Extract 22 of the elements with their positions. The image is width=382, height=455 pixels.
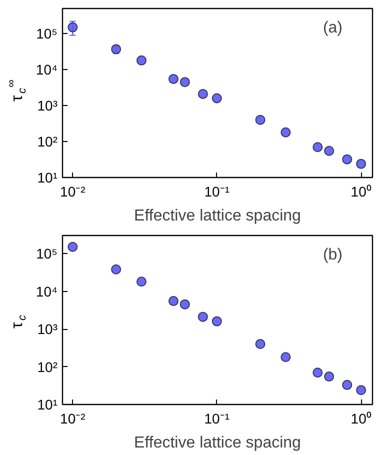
x-tick-label: 10⁰ [350, 410, 372, 426]
x-tick-label: 10⁰ [350, 184, 372, 200]
x-tick-label: 10⁻¹ [204, 410, 230, 426]
y-tick-label: 10¹ [37, 170, 58, 186]
x-tick-label: 10⁻¹ [204, 184, 230, 200]
y-tick-label: 10⁵ [36, 246, 58, 262]
y-tick-label: 10¹ [37, 396, 58, 412]
y-axis-title: τc∞ [5, 79, 28, 102]
y-tick-label: 10² [37, 358, 58, 375]
x-axis-title: Effective lattice spacing [134, 208, 301, 224]
y-tick-label: 10⁴ [36, 283, 58, 300]
y-tick-label: 10³ [37, 98, 58, 114]
x-axis-title: Effective lattice spacing [134, 434, 301, 452]
y-tick-label: 10⁵ [36, 26, 58, 42]
annotation: (a) [322, 20, 343, 36]
annotation: (b) [322, 246, 343, 264]
y-tick-label: 10⁴ [36, 62, 58, 78]
x-tick-label: 10⁻² [60, 184, 86, 200]
y-tick-label: 10³ [37, 321, 58, 338]
y-tick-label: 10² [37, 134, 58, 150]
x-tick-label: 10⁻² [60, 410, 86, 426]
y-axis-title: τc [8, 314, 28, 328]
